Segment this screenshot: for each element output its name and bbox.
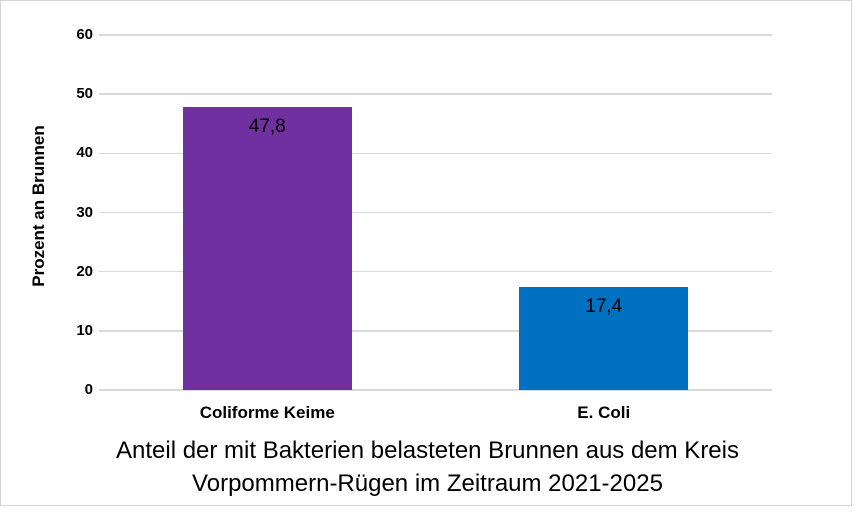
- bar-coliforme-keime: 47,8: [182, 107, 352, 390]
- gridline-10: [99, 330, 772, 332]
- gridline-20: [99, 270, 772, 273]
- bar-value-label-e-coli: 17,4: [585, 296, 623, 318]
- y-axis-title: Prozent an Brunnen: [29, 125, 48, 287]
- y-tick-label-20: 20: [76, 262, 93, 280]
- x-category-label-coliforme-keime: Coliforme Keime: [199, 403, 335, 422]
- y-tick-label-10: 10: [76, 321, 93, 339]
- gridline-60: [99, 34, 772, 36]
- y-tick-label-50: 50: [76, 85, 93, 103]
- bar-e-coli: 17,4: [519, 287, 689, 390]
- chart-title-line-2: Vorpommern-Rügen im Zeitraum 2021-2025: [192, 470, 663, 497]
- gridline-40: [99, 152, 772, 155]
- y-tick-label-40: 40: [76, 144, 93, 162]
- gridline-30: [99, 211, 772, 214]
- gridline-0: [99, 389, 772, 391]
- y-tick-label-60: 60: [76, 26, 93, 43]
- x-category-label-e-coli: E. Coli: [577, 403, 631, 422]
- chart-title-line-1: Anteil der mit Bakterien belasteten Brun…: [115, 437, 739, 464]
- y-tick-label-30: 30: [76, 203, 93, 221]
- y-tick-label-0: 0: [84, 381, 93, 398]
- bar-value-label-coliforme-keime: 47,8: [248, 116, 286, 138]
- gridline-50: [99, 93, 772, 95]
